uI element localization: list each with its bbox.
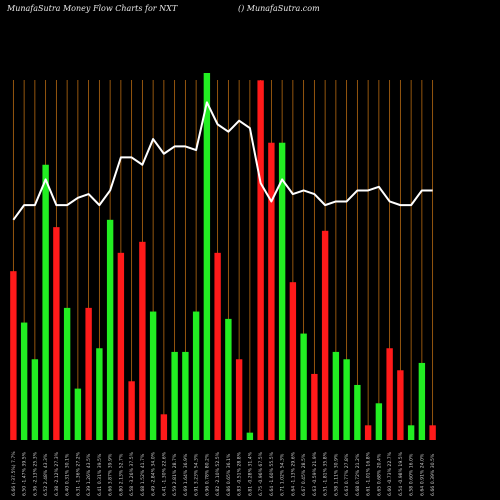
money-flow-bar [74, 388, 82, 440]
x-tick-label: 6.50 -1.47% 39.5% [22, 451, 28, 496]
money-flow-bar [31, 359, 39, 440]
money-flow-bar [268, 142, 275, 441]
x-axis-labels: 6.66 (-37.5%) 7.7% 6.50 -1.47% 39.5% 6.36 … [11, 451, 436, 496]
x-tick-label: 6.66 (-37.5%) 7.7% [11, 451, 17, 496]
money-flow-bar [10, 271, 17, 440]
money-flow-bar [246, 432, 254, 440]
x-tick-label: 6.66 0.39% 30.5% [430, 453, 436, 496]
money-flow-bar [128, 381, 135, 440]
x-tick-label: 6.67 0.45% 28.5% [301, 453, 307, 496]
x-tick-label: 6.86 0.65% 36.1% [226, 453, 232, 496]
money-flow-bar [63, 307, 71, 440]
money-flow-bar [429, 425, 436, 440]
money-flow-bar [192, 311, 200, 440]
x-tick-label: 6.51 -1.81% 35.8% [323, 451, 329, 496]
money-flow-bar [235, 359, 243, 440]
money-flow-bar [85, 307, 92, 440]
x-tick-label: 6.36 -2.13% 25.3% [32, 451, 38, 496]
money-flow-bar [418, 362, 426, 440]
x-tick-label: 6.41 -1.30% 22.6% [161, 451, 167, 496]
money-flow-bar [343, 359, 350, 440]
x-tick-label: 6.38 -2.12% 27.3% [54, 451, 60, 496]
x-tick-label: 6.64 -1.60% 55.5% [269, 451, 275, 496]
money-flow-bar [117, 252, 125, 440]
money-flow-bar [96, 348, 103, 440]
money-flow-bar [42, 164, 49, 440]
x-tick-label: 6.71 1.02% 54.3% [280, 453, 286, 496]
money-flow-bar [139, 241, 146, 440]
x-tick-label: 6.83 -0.51% 28.8% [237, 451, 243, 496]
money-flow-bar [332, 351, 340, 440]
x-tick-label: 6.60 -0.73% 22.7% [387, 451, 393, 496]
x-tick-label: 6.58 0.60% 16.0% [409, 453, 415, 496]
x-tick-label: 6.40 0.31% 30.1% [65, 453, 71, 496]
x-tick-label: 6.63 0.77% 27.8% [344, 453, 350, 496]
x-tick-label: 6.66 3.87% 39.9% [108, 453, 114, 496]
site-watermark: () MunafaSutra.com [238, 4, 320, 13]
money-flow-bar [397, 370, 404, 440]
money-flow-bar [20, 322, 28, 440]
x-tick-label: 6.64 0.91% 24.0% [419, 453, 425, 496]
money-flow-bar [289, 282, 297, 440]
money-flow-bar [149, 311, 157, 440]
x-tick-label: 6.91 3.23% 54.3% [194, 453, 200, 496]
x-tick-label: 6.52 2.48% 43.3% [43, 453, 49, 496]
x-tick-label: 6.75 -0.96% 67.5% [258, 451, 264, 496]
x-tick-label: 6.68 0.72% 21.2% [355, 453, 361, 496]
money-flow-bar [375, 403, 383, 440]
x-tick-label: 6.63 -0.59% 21.9% [312, 451, 318, 496]
money-flow-bar [214, 252, 221, 440]
money-flow-bar [203, 73, 211, 440]
x-tick-label: 6.68 1.52% 41.7% [140, 453, 146, 496]
money-flow-bar [160, 414, 168, 440]
x-tick-label: 6.41 0.31% 39.5% [97, 453, 103, 496]
x-tick-label: 6.96 0.78% 80.2% [204, 453, 210, 496]
x-tick-label: 6.64 -1.13% 29.6% [290, 451, 296, 496]
price-line-layer [12, 101, 433, 221]
money-flow-bars [10, 73, 436, 441]
x-tick-label: 6.82 -2.10% 52.5% [215, 451, 221, 496]
money-flow-bar [106, 219, 114, 440]
money-flow-bar [182, 351, 189, 440]
x-tick-label: 6.58 1.11% 30.9% [333, 453, 339, 496]
x-tick-label: 6.39 1.26% 43.5% [86, 453, 92, 496]
x-tick-label: 6.58 -3.26% 37.5% [129, 451, 135, 496]
money-flow-bar [53, 227, 60, 440]
x-tick-label: 6.31 -1.36% 27.2% [75, 451, 81, 496]
money-flow-bar [311, 373, 318, 440]
money-flow-bar [278, 142, 286, 441]
money-flow-bar [354, 384, 361, 440]
x-tick-label: 6.49 -2.84% 34.0% [151, 451, 157, 496]
x-tick-label: 6.65 0.68% 20.4% [376, 453, 382, 496]
money-flow-bar [257, 80, 264, 440]
money-flow-bar [321, 230, 329, 440]
money-flow-bar [171, 351, 178, 440]
x-tick-label: 6.69 1.64% 36.9% [183, 453, 189, 496]
x-tick-label: 6.80 2.13% 52.7% [118, 453, 124, 496]
x-tick-label: 6.81 -0.28% 31.4% [247, 451, 253, 496]
x-tick-label: 6.59 2.81% 28.7% [172, 453, 178, 496]
x-tick-label: 6.61 -1.01% 16.8% [366, 451, 372, 496]
money-flow-bar [364, 425, 372, 440]
money-flow-bar [386, 348, 393, 440]
chart-title: MunafaSutra Money Flow Charts for NXT [7, 4, 178, 13]
money-flow-bar [225, 318, 232, 440]
grid-lines [12, 80, 434, 440]
x-tick-label: 6.54 -0.98% 19.5% [398, 451, 404, 496]
money-flow-bar [300, 333, 307, 440]
price-line [12, 101, 433, 221]
money-flow-bar [407, 425, 415, 440]
